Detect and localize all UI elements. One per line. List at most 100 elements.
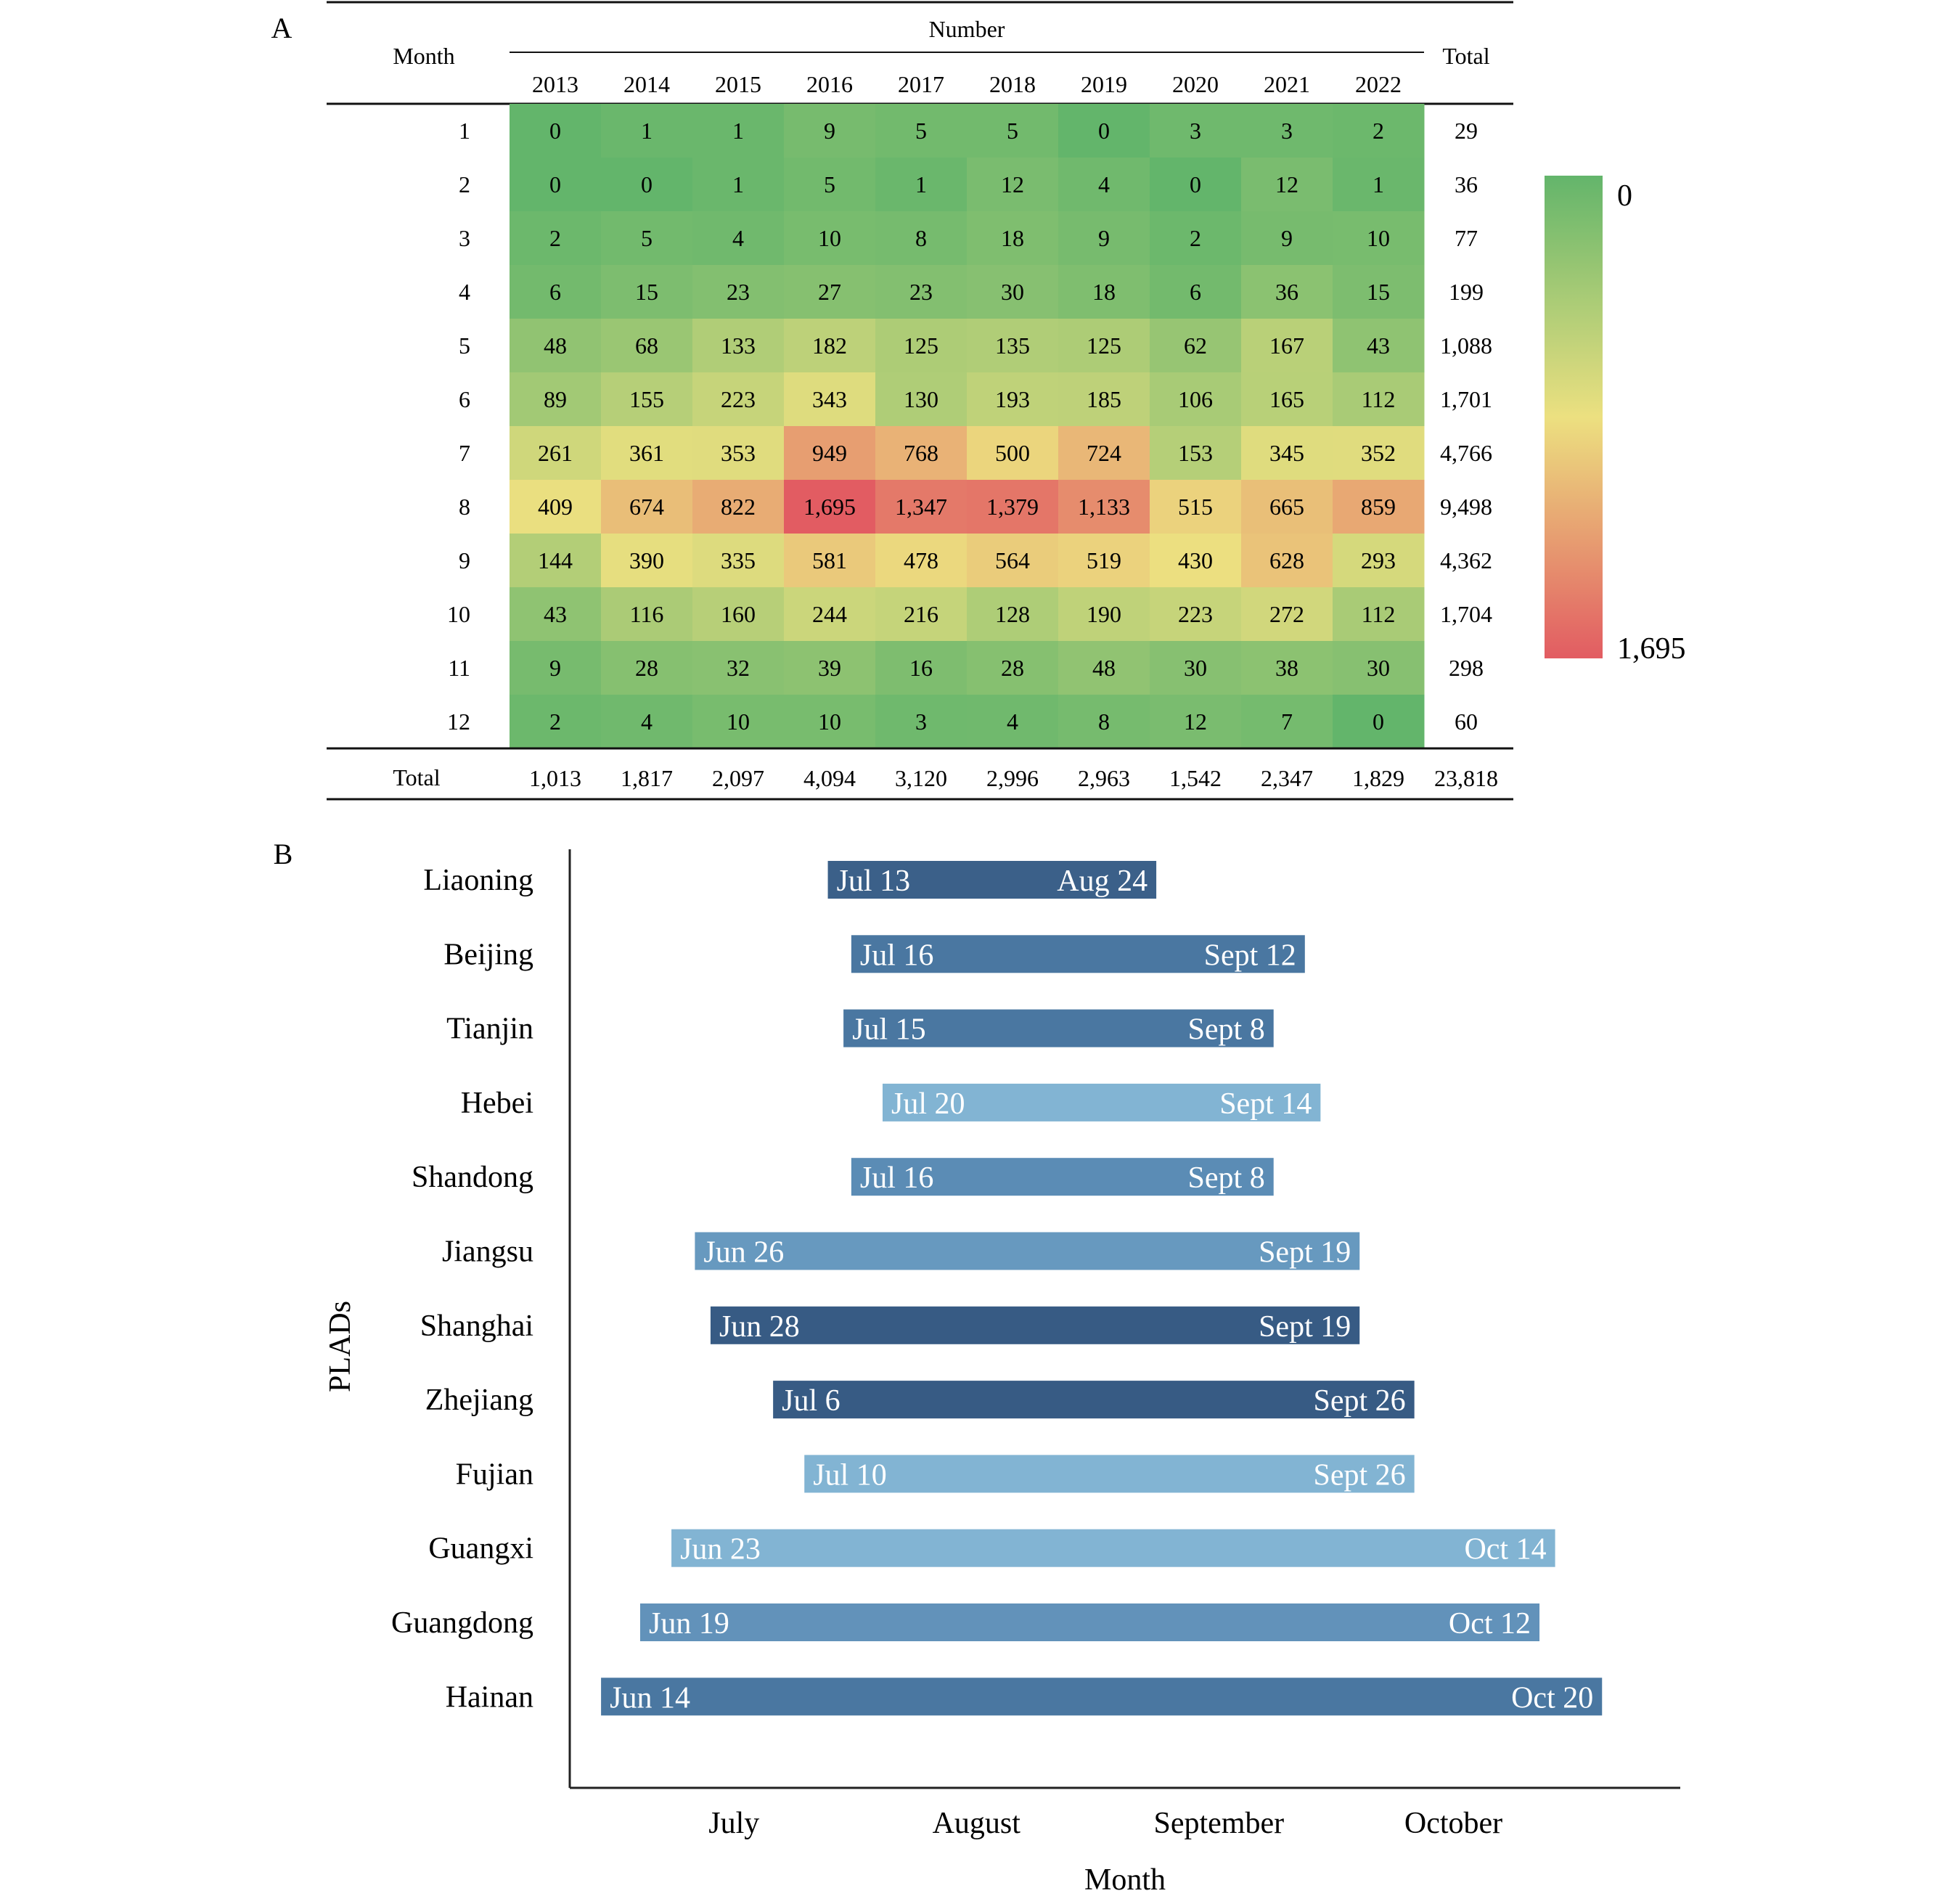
panel-a-label: A [271,12,293,44]
season-bar [851,1158,1274,1196]
region-label: Guangdong [391,1606,533,1640]
heatmap-cell [1333,104,1425,158]
row-header-month: Month [393,43,454,69]
year-header-2014: 2014 [623,71,670,97]
heatmap-cell-value: 23 [909,279,933,305]
heatmap-cell-value: 4 [732,225,744,251]
column-total-2019: 2,963 [1078,765,1130,791]
heatmap-cell-value: 130 [904,386,938,412]
colorbar-min-label: 0 [1617,179,1632,213]
row-total-9: 4,362 [1440,547,1492,573]
column-total-2018: 2,996 [986,765,1039,791]
y-axis-title: PLADs [324,1301,357,1392]
bar-end-label: Oct 20 [1511,1681,1593,1715]
heatmap-cell-value: 9 [549,655,561,681]
heatmap-cell [510,158,602,212]
heatmap-cell-value: 335 [721,547,756,573]
year-header-2022: 2022 [1355,71,1402,97]
row-total-2: 36 [1455,171,1478,197]
heatmap-cell-value: 112 [1362,386,1396,412]
heatmap-cell [1333,695,1425,749]
heatmap-cell [967,695,1059,749]
heatmap-cell-value: 859 [1361,494,1396,520]
heatmap-cell-value: 8 [1098,708,1110,735]
heatmap-cell-value: 32 [727,655,750,681]
month-label-8: 8 [459,494,470,520]
heatmap-cell [875,211,968,266]
heatmap-cell-value: 0 [1190,171,1201,197]
heatmap-cell-value: 128 [995,601,1030,627]
bar-end-label: Sept 19 [1259,1310,1351,1344]
heatmap-cell [692,695,785,749]
bar-start-label: Jul 15 [852,1013,926,1047]
heatmap-cell-value: 2 [1190,225,1201,251]
total-column-header: Total [1442,43,1489,69]
bar-start-label: Jul 6 [782,1384,840,1418]
heatmap-cell-value: 15 [1367,279,1390,305]
heatmap-cell [1333,158,1425,212]
heatmap-cell [784,265,876,319]
heatmap-cell [875,265,968,319]
heatmap-cell-value: 223 [1178,601,1213,627]
bar-start-label: Jun 23 [680,1533,761,1566]
heatmap-cell-value: 2 [549,225,561,251]
heatmap-cell-value: 38 [1275,655,1298,681]
heatmap-cell [875,319,968,373]
heatmap-cell-value: 165 [1269,386,1304,412]
bar-end-label: Sept 8 [1188,1161,1265,1195]
heatmap-cell-value: 9 [824,118,835,144]
heatmap-cell-value: 16 [909,655,933,681]
bar-end-label: Aug 24 [1057,865,1148,898]
heatmap-cell-value: 4 [1098,171,1110,197]
heatmap-cell-value: 1,133 [1078,494,1130,520]
heatmap-cell-value: 125 [904,332,938,359]
heatmap-cell-value: 43 [544,601,567,627]
heatmap-cell [1333,534,1425,588]
panel-b-season-bars: B Liaoning Jul 13 Aug 24 Beijing Jul 16 Sept … [274,838,1680,1897]
season-bar [827,861,1157,899]
heatmap-cell [875,587,968,642]
row-total-1: 29 [1455,118,1478,144]
heatmap-cell-value: 361 [629,440,664,466]
heatmap-cell [510,695,602,749]
heatmap-cell [1333,480,1425,534]
heatmap-cell-value: 352 [1361,440,1396,466]
heatmap-cell [1150,480,1242,534]
heatmap-cell [1333,587,1425,642]
heatmap-cell [967,265,1059,319]
heatmap-cell-value: 48 [544,332,567,359]
heatmap-cell-value: 43 [1367,332,1390,359]
heatmap-cell-value: 106 [1178,386,1213,412]
bar-end-label: Sept 14 [1219,1087,1312,1121]
heatmap-cell [1241,695,1333,749]
heatmap-cell [967,641,1059,695]
heatmap-cell-value: 30 [1001,279,1024,305]
heatmap-cell [692,426,785,481]
heatmap-cell [1058,372,1150,427]
month-label-10: 10 [447,601,470,627]
heatmap-cell-value: 1,695 [803,494,856,520]
heatmap-cell-value: 8 [915,225,927,251]
heatmap-cell [692,641,785,695]
heatmap-cell-value: 261 [538,440,573,466]
heatmap-cell-value: 155 [629,386,664,412]
bar-end-label: Sept 26 [1313,1458,1405,1492]
heatmap-cell-value: 182 [812,332,847,359]
heatmap-cell-value: 409 [538,494,573,520]
heatmap-cell-value: 28 [635,655,658,681]
colorbar [1545,176,1603,658]
heatmap-cell-value: 6 [549,279,561,305]
heatmap-cell-value: 185 [1087,386,1121,412]
heatmap-cell [1333,319,1425,373]
heatmap-cell-value: 10 [727,708,750,735]
footer-total-label: Total [393,764,440,790]
heatmap-cell-value: 519 [1087,547,1121,573]
region-label: Shanghai [420,1309,533,1343]
heatmap-cell-value: 822 [721,494,756,520]
heatmap-cell [692,158,785,212]
heatmap-cell [875,158,968,212]
heatmap-cell [1241,211,1333,266]
heatmap-cell [875,695,968,749]
region-label: Fujian [456,1458,533,1491]
